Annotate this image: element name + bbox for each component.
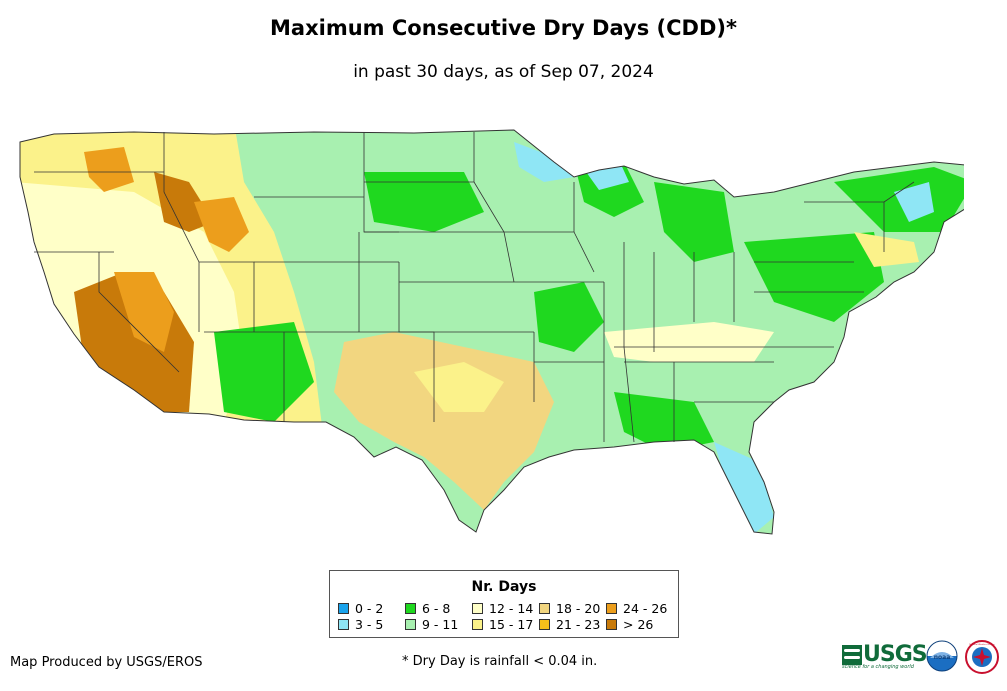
texas-inner-zone — [414, 362, 504, 412]
usgs-logo: USGS — [842, 642, 928, 667]
nevada-zone — [114, 272, 174, 352]
legend-item: 21 - 23 — [539, 617, 600, 632]
legend-label: 6 - 8 — [422, 601, 451, 616]
us-outline — [19, 129, 964, 535]
legend-item: 12 - 14 — [472, 601, 533, 616]
legend-item: 24 - 26 — [606, 601, 667, 616]
montana-zone — [194, 197, 249, 252]
legend-swatch — [338, 603, 349, 614]
legend-swatch — [539, 619, 550, 630]
usgs-wave-icon — [842, 644, 862, 665]
nws-ring-text: National Weather Service — [969, 643, 995, 646]
idaho-zone — [154, 172, 214, 232]
map-credit: Map Produced by USGS/EROS — [10, 655, 203, 670]
legend-label: 3 - 5 — [355, 617, 384, 632]
usgs-logo-text: USGS — [863, 642, 928, 667]
legend-label: 18 - 20 — [556, 601, 601, 616]
legend-item: 18 - 20 — [539, 601, 600, 616]
legend-swatch — [338, 619, 349, 630]
southern-new-england-zone — [854, 232, 919, 267]
state-borders — [34, 132, 915, 443]
nws-logo-icon: National Weather Service — [965, 640, 999, 674]
appalachian-green — [744, 232, 884, 322]
southeast-green — [614, 392, 714, 452]
minnesota-wet — [514, 142, 574, 182]
legend-item: 0 - 2 — [338, 601, 383, 616]
agency-logos: USGS science for a changing world noaa N… — [842, 640, 1002, 680]
dry-day-footnote: * Dry Day is rainfall < 0.04 in. — [402, 654, 598, 669]
us-cdd-map — [19, 129, 964, 535]
legend-label: 0 - 2 — [355, 601, 384, 616]
legend-item: 6 - 8 — [405, 601, 450, 616]
legend-label: 12 - 14 — [489, 601, 534, 616]
map-title: Maximum Consecutive Dry Days (CDD)* — [270, 16, 737, 40]
map-subtitle: in past 30 days, as of Sep 07, 2024 — [353, 62, 654, 82]
florida-wet — [714, 442, 774, 534]
legend-swatch — [606, 619, 617, 630]
legend-swatch — [405, 603, 416, 614]
missouri-green — [534, 282, 604, 352]
legend-item: 15 - 17 — [472, 617, 533, 632]
legend-label: 15 - 17 — [489, 617, 534, 632]
legend-label: > 26 — [623, 617, 654, 632]
legend-swatch — [405, 619, 416, 630]
texas-dry-zone — [334, 332, 554, 510]
legend-item: > 26 — [606, 617, 653, 632]
new-mexico-arizona-green — [214, 322, 314, 422]
dakotas-green — [364, 172, 484, 232]
legend-swatch — [606, 603, 617, 614]
legend-item: 9 - 11 — [405, 617, 458, 632]
usgs-tagline: science for a changing world — [842, 664, 914, 670]
legend-label: 24 - 26 — [623, 601, 668, 616]
legend-swatch — [472, 619, 483, 630]
legend-item: 3 - 5 — [338, 617, 383, 632]
legend-swatch — [472, 603, 483, 614]
maine-wet — [894, 182, 934, 222]
michigan-green — [654, 182, 734, 262]
legend-label: 9 - 11 — [422, 617, 459, 632]
oregon-zone — [84, 147, 134, 192]
legend-title: Nr. Days — [471, 579, 537, 595]
noaa-logo-icon: noaa — [926, 640, 958, 672]
legend-label: 21 - 23 — [556, 617, 601, 632]
ohio-valley-zone — [604, 322, 774, 362]
noaa-logo-text: noaa — [934, 654, 951, 661]
legend-swatch — [539, 603, 550, 614]
legend-box: Nr. Days 0 - 2 3 - 5 6 - 8 9 - 11 12 - 1… — [329, 570, 679, 638]
